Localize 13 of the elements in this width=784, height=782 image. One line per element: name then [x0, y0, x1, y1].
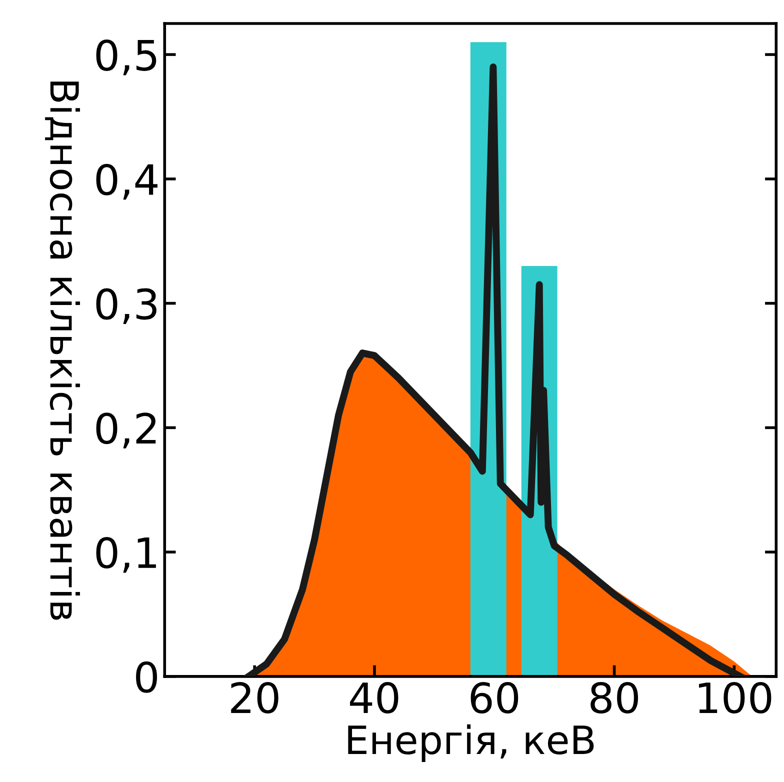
x-tick-label: 80	[590, 682, 638, 714]
x-tick-label: 20	[231, 682, 278, 714]
y-tick-label: 0,5	[96, 39, 156, 76]
x-tick-label: 40	[350, 682, 398, 714]
x-tick-label: 60	[470, 682, 518, 714]
y-tick-label: 0,3	[96, 288, 156, 324]
y-tick-label: 0	[136, 661, 158, 693]
y-tick-label: 0,1	[96, 536, 156, 573]
y-axis-title: Відносна кількість квантів	[45, 82, 80, 620]
y-tick-label: 0,4	[96, 164, 158, 200]
x-tick-label: 100	[699, 682, 772, 714]
y-tick-label: 0,2	[96, 412, 156, 448]
x-axis-title: Енергія, кеВ	[348, 724, 594, 762]
